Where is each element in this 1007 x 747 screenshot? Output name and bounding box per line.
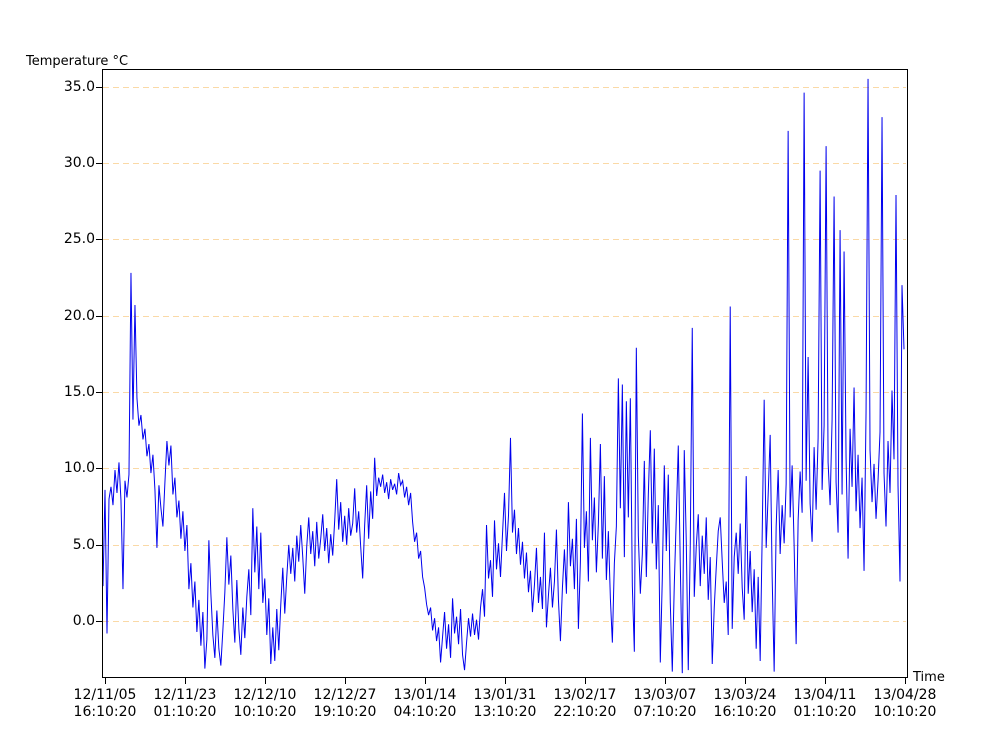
- y-tick-label: 35.0: [63, 79, 95, 95]
- x-tick-label: 12/12/27 19:10:20: [299, 687, 391, 721]
- x-tick-time: 19:10:20: [313, 704, 377, 720]
- y-axis-title: Temperature °C: [26, 54, 129, 69]
- x-tick-time: 07:10:20: [633, 704, 697, 720]
- x-tick-label: 12/12/10 10:10:20: [219, 687, 311, 721]
- y-tick-label: 20.0: [63, 308, 95, 324]
- x-tick-date: 12/12/10: [233, 687, 297, 703]
- x-tick-time: 01:10:20: [793, 704, 857, 720]
- x-tick-label: 13/02/17 22:10:20: [539, 687, 631, 721]
- x-tick-date: 13/04/11: [793, 687, 857, 703]
- x-tick-label: 12/11/05 16:10:20: [59, 687, 151, 721]
- x-tick-time: 10:10:20: [873, 704, 937, 720]
- x-tick-date: 13/02/17: [553, 687, 617, 703]
- x-tick-date: 13/01/14: [393, 687, 457, 703]
- y-tick-label: 15.0: [63, 384, 95, 400]
- x-tick-date: 13/04/28: [873, 687, 937, 703]
- y-tick-label: 10.0: [63, 460, 95, 476]
- x-tick-time: 22:10:20: [553, 704, 617, 720]
- x-tick-time: 13:10:20: [473, 704, 537, 720]
- x-tick-label: 12/11/23 01:10:20: [139, 687, 231, 721]
- x-tick-time: 16:10:20: [713, 704, 777, 720]
- y-tick-label: 25.0: [63, 231, 95, 247]
- x-tick-date: 12/11/05: [73, 687, 137, 703]
- x-tick-date: 12/11/23: [153, 687, 217, 703]
- x-tick-date: 13/01/31: [473, 687, 537, 703]
- x-tick-date: 12/12/27: [313, 687, 377, 703]
- x-tick-label: 13/04/28 10:10:20: [859, 687, 951, 721]
- x-tick-time: 16:10:20: [73, 704, 137, 720]
- plot-border: [102, 69, 908, 678]
- x-tick-label: 13/04/11 01:10:20: [779, 687, 871, 721]
- x-tick-date: 13/03/24: [713, 687, 777, 703]
- x-tick-label: 13/03/24 16:10:20: [699, 687, 791, 721]
- x-axis-title: Time: [913, 670, 945, 685]
- x-tick-label: 13/01/31 13:10:20: [459, 687, 551, 721]
- x-tick-time: 04:10:20: [393, 704, 457, 720]
- temperature-series-line: [102, 78, 905, 674]
- x-tick-time: 10:10:20: [233, 704, 297, 720]
- y-tick-label: 5.0: [72, 537, 95, 553]
- y-tick-label: 30.0: [63, 155, 95, 171]
- x-tick-date: 13/03/07: [633, 687, 697, 703]
- x-tick-label: 13/01/14 04:10:20: [379, 687, 471, 721]
- x-tick-time: 01:10:20: [153, 704, 217, 720]
- y-tick-label: 0.0: [72, 613, 95, 629]
- x-tick-label: 13/03/07 07:10:20: [619, 687, 711, 721]
